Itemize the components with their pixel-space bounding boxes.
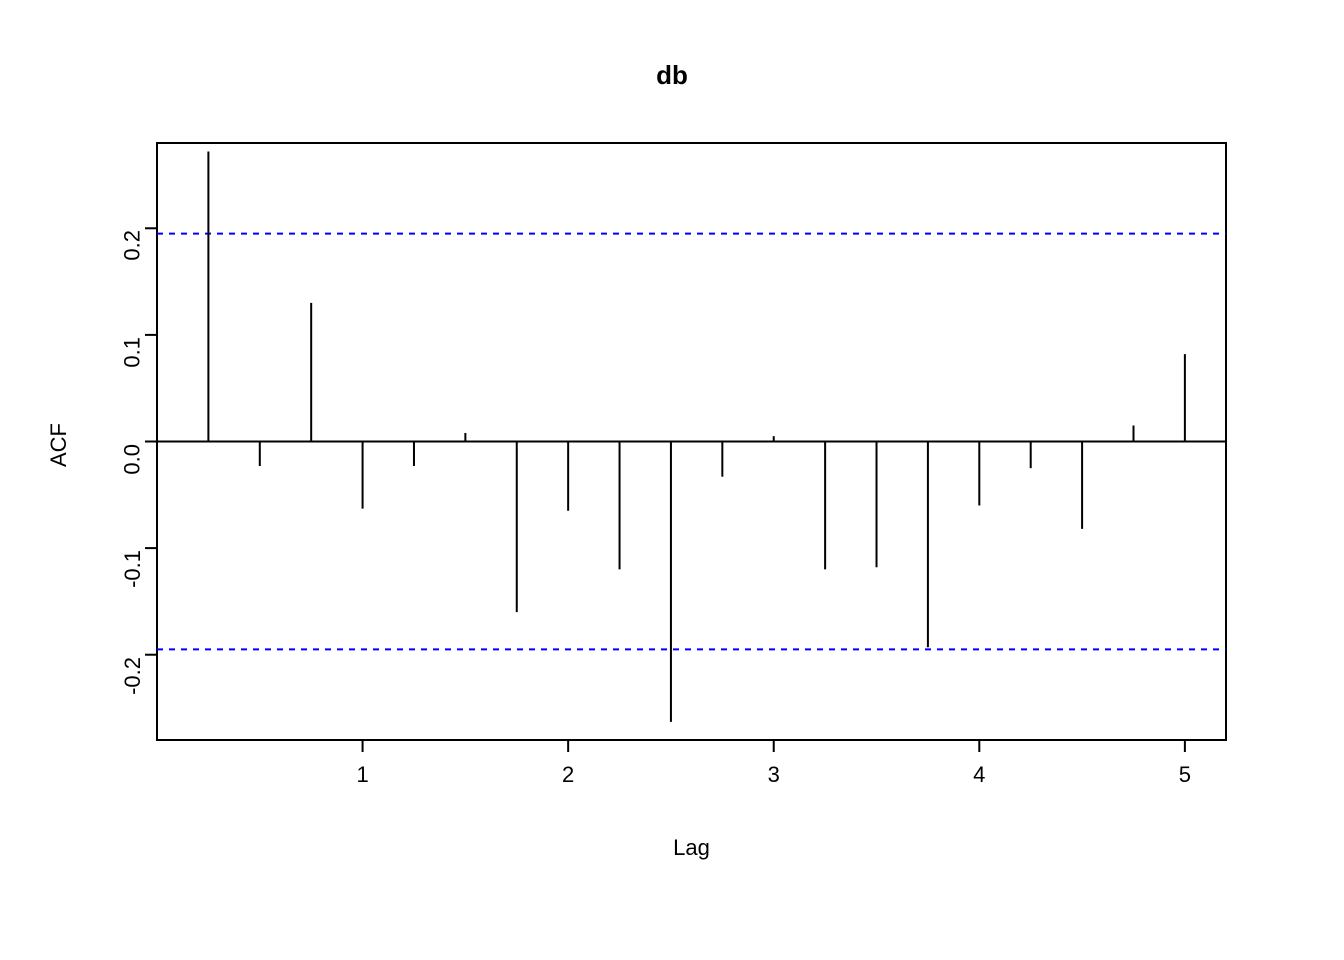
y-tick-label: 0.2 [120, 230, 146, 261]
y-tick-label: -0.1 [120, 550, 146, 588]
x-tick-label: 1 [333, 762, 393, 788]
acf-plot [0, 0, 1344, 960]
y-tick-label: 0.0 [120, 444, 146, 475]
y-tick-label: -0.2 [120, 657, 146, 695]
y-tick-label: 0.1 [120, 337, 146, 368]
x-tick-label: 5 [1155, 762, 1215, 788]
x-tick-label: 2 [538, 762, 598, 788]
x-tick-label: 3 [744, 762, 804, 788]
chart-container: db Lag ACF 12345-0.2-0.10.00.10.2 [0, 0, 1344, 960]
x-tick-label: 4 [949, 762, 1009, 788]
